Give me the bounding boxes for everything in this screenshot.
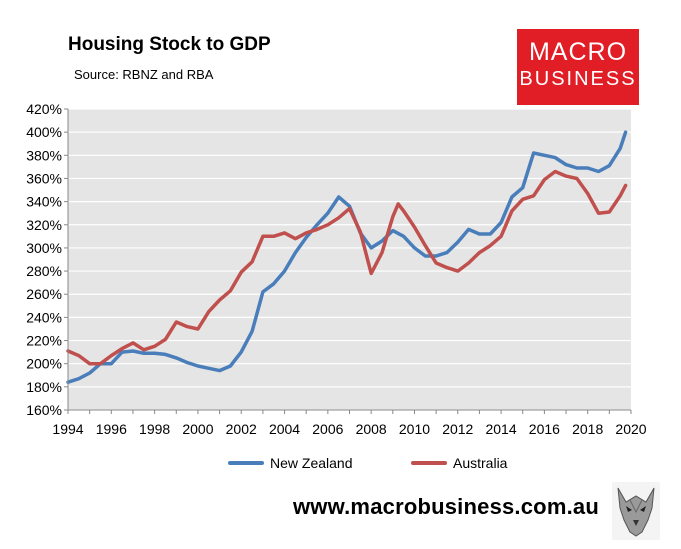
legend-swatch-australia xyxy=(411,461,447,465)
y-tick-label: 260% xyxy=(26,286,62,302)
x-tick-label: 1998 xyxy=(139,421,170,437)
wolf-head-icon xyxy=(612,482,660,540)
logo-line-2: BUSINESS xyxy=(519,68,637,90)
x-tick-label: 1994 xyxy=(52,421,83,437)
y-tick-label: 160% xyxy=(26,402,62,418)
plot-area xyxy=(68,109,631,410)
x-tick-label: 1996 xyxy=(96,421,127,437)
series-line-new-zealand xyxy=(66,130,628,384)
y-tick-label: 300% xyxy=(26,240,62,256)
series-line-australia xyxy=(66,169,628,366)
y-tick-label: 240% xyxy=(26,309,62,325)
x-tick-label: 2012 xyxy=(442,421,473,437)
legend-swatch-new-zealand xyxy=(228,461,264,465)
x-tick-label: 2010 xyxy=(399,421,430,437)
y-tick-label: 420% xyxy=(26,101,62,117)
legend-item-australia: Australia xyxy=(411,455,507,471)
y-tick-label: 340% xyxy=(26,194,62,210)
y-tick-label: 380% xyxy=(26,147,62,163)
website-link[interactable]: www.macrobusiness.com.au xyxy=(293,494,599,519)
axis-layer: 160% 180% 200% 220% 240% 260% 280% 300% 320% 340%… xyxy=(26,101,647,437)
x-tick-label: 2000 xyxy=(182,421,213,437)
grid-layer xyxy=(68,108,631,411)
x-tick-label: 2006 xyxy=(312,421,343,437)
x-tick-label: 2002 xyxy=(226,421,257,437)
y-tick-label: 180% xyxy=(26,379,62,395)
chart-title: Housing Stock to GDP xyxy=(68,34,271,55)
y-tick-label: 200% xyxy=(26,356,62,372)
legend-item-new-zealand: New Zealand xyxy=(228,455,353,471)
y-tick-label: 280% xyxy=(26,263,62,279)
y-tick-label: 220% xyxy=(26,333,62,349)
x-tick-label: 2016 xyxy=(529,421,560,437)
legend-label-new-zealand: New Zealand xyxy=(270,455,353,471)
x-tick-label: 2008 xyxy=(356,421,387,437)
series-layer xyxy=(66,130,628,384)
x-tick-label: 2014 xyxy=(485,421,516,437)
macrobusiness-logo[interactable]: MACRO BUSINESS xyxy=(517,29,639,105)
y-tick-label: 400% xyxy=(26,124,62,140)
y-tick-label: 360% xyxy=(26,170,62,186)
chart-source: Source: RBNZ and RBA xyxy=(74,67,214,82)
y-tick-label: 320% xyxy=(26,217,62,233)
logo-line-1: MACRO xyxy=(528,38,628,66)
x-tick-label: 2018 xyxy=(572,421,603,437)
legend-label-australia: Australia xyxy=(453,455,508,471)
x-tick-label: 2020 xyxy=(615,421,646,437)
x-tick-label: 2004 xyxy=(269,421,300,437)
